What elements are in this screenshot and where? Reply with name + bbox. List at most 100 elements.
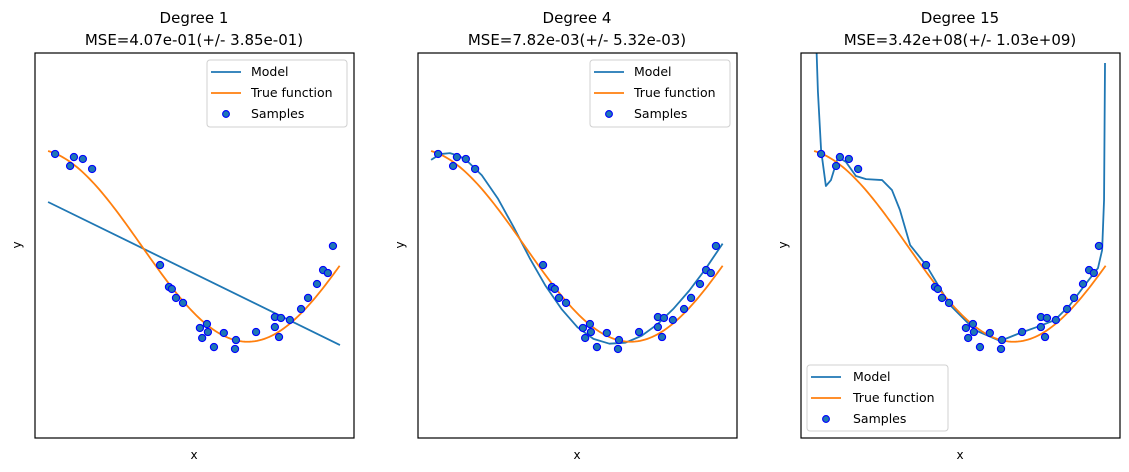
y-axis-label: y [776,241,790,248]
x-axis-label: x [573,448,580,462]
x-axis-label: x [190,448,197,462]
sample-point [835,152,845,162]
y-axis-label: y [393,241,407,248]
sample-point [296,304,306,314]
sample-point [285,315,295,325]
sample-point [1069,293,1079,303]
sample-point [231,335,241,345]
sample-point [87,164,97,174]
sample-point [167,284,176,294]
sample-point [323,268,332,278]
sample-point [1042,313,1052,323]
subplot-subtitle: MSE=4.07e-01(+/- 3.85e-01) [85,31,303,49]
sample-point [1062,304,1072,314]
axes-frame [417,52,738,439]
sample-point [975,342,985,352]
sample-point [452,152,462,162]
sample-point [933,284,942,294]
sample-point [686,293,696,303]
subplot-degree-4: Degree 4 MSE=7.82e-03(+/- 5.32e-03) x y … [393,9,738,462]
sample-point [209,342,219,352]
sample-point [964,333,973,343]
sample-point [433,149,443,159]
sample-point [997,335,1007,345]
plot-area [47,149,341,354]
subplot-subtitle: MSE=7.82e-03(+/- 5.32e-03) [468,31,686,49]
subplot-title: Degree 4 [543,9,612,27]
sample-point [614,335,624,345]
sample-point [1017,327,1027,337]
sample-point [251,327,261,337]
sample-point [968,319,978,329]
legend-box [806,364,949,432]
true-function-line [47,150,341,343]
sample-point [969,327,979,337]
sample-point [198,333,207,343]
sample-point [831,161,841,171]
sample-point [1078,279,1088,289]
sample-point [274,332,284,342]
sample-point [561,298,571,308]
sample-point [203,327,213,337]
sample-point [581,333,590,343]
sample-point [679,304,689,314]
legend [589,59,731,128]
legend-label-model: Model [853,369,891,384]
sample-point [195,323,205,333]
y-axis-label: y [10,241,24,248]
sample-point [961,323,971,333]
legend [206,59,348,128]
plot-area [813,53,1107,354]
sample-point [853,164,863,174]
axes-frame [800,52,1121,439]
sample-point [816,149,826,159]
legend-label-true-function: True function [852,390,935,405]
sample-point [461,154,470,164]
sample-point [937,293,947,303]
sample-point [996,344,1006,354]
legend-label-samples: Samples [251,106,304,121]
legend-swatch-samples [822,415,830,423]
sample-point [178,298,188,308]
sample-point [668,315,678,325]
sample-point [230,344,240,354]
sample-point [1089,268,1098,278]
sample-point [1040,332,1050,342]
subplot-title: Degree 1 [160,9,229,27]
sample-point [219,328,228,338]
legend-label-model: Model [634,64,672,79]
sample-point [944,298,954,308]
sample-point [602,328,611,338]
legend-label-true-function: True function [633,85,716,100]
sample-point [844,154,853,164]
sample-point [921,260,931,270]
sample-point [155,260,165,270]
legend [806,364,949,432]
sample-point [657,332,667,342]
sample-point [303,293,313,303]
subplot-degree-15: Degree 15 MSE=3.42e+08(+/- 1.03e+09) x y… [776,9,1121,462]
model-line [815,53,1106,342]
legend-box [589,59,731,128]
sample-point [550,284,559,294]
subplot-title: Degree 15 [921,9,999,27]
legend-box [206,59,348,128]
sample-point [328,241,338,251]
sample-point [706,268,715,278]
sample-point [585,319,595,329]
subplot-subtitle: MSE=3.42e+08(+/- 1.03e+09) [844,31,1077,49]
sample-point [448,161,458,171]
legend-label-model: Model [251,64,289,79]
sample-point [538,260,548,270]
sample-point [470,164,480,174]
legend-swatch-samples [605,110,613,118]
sample-point [69,152,79,162]
legend-label-samples: Samples [853,411,906,426]
sample-point [592,342,602,352]
plot-area [430,149,724,354]
sample-point [554,293,564,303]
sample-point [613,344,623,354]
sample-point [985,328,994,338]
legend-label-true-function: True function [250,85,333,100]
